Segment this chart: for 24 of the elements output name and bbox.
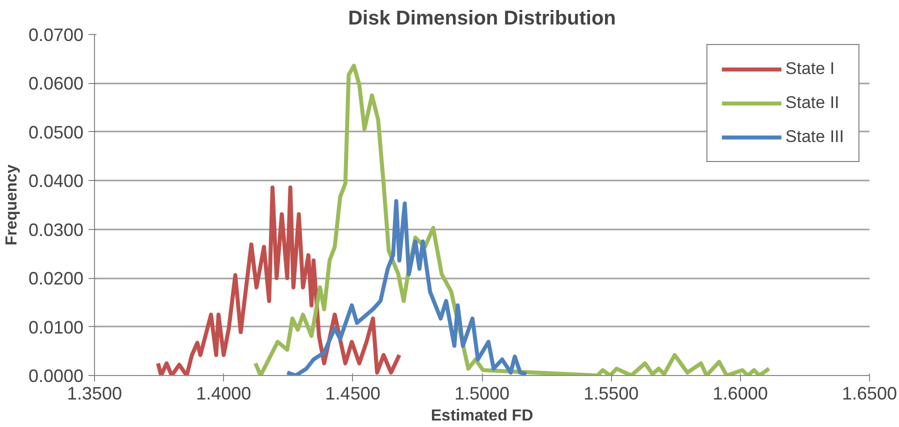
y-tick-label: 0.0600	[28, 74, 84, 94]
chart-title: Disk Dimension Distribution	[348, 8, 616, 30]
y-tick-label: 0.0300	[28, 220, 84, 240]
x-tick-label: 1.5000	[454, 384, 510, 404]
x-tick-label: 1.5500	[584, 384, 639, 404]
y-tick-label: 0.0000	[28, 366, 84, 386]
legend-label: State II	[785, 93, 840, 113]
legend-label: State III	[785, 127, 844, 147]
x-tick-label: 1.4000	[196, 384, 252, 404]
y-tick-label: 0.0700	[28, 25, 84, 45]
y-tick-label: 0.0500	[28, 122, 84, 142]
x-axis-title: Estimated FD	[430, 408, 534, 424]
y-tick-label: 0.0100	[28, 317, 84, 338]
x-tick-label: 1.4500	[325, 384, 380, 404]
x-tick-label: 1.3500	[66, 384, 122, 404]
legend-label: State I	[785, 59, 835, 79]
line-series	[285, 199, 528, 376]
line-series	[253, 64, 772, 376]
x-tick-label: 1.6500	[842, 384, 898, 404]
y-axis-title: Frequency	[3, 164, 20, 246]
y-tick-label: 0.0200	[28, 268, 84, 289]
line-series	[156, 185, 402, 376]
y-tick-label: 0.0400	[28, 171, 84, 192]
x-tick-label: 1.6000	[712, 384, 768, 404]
